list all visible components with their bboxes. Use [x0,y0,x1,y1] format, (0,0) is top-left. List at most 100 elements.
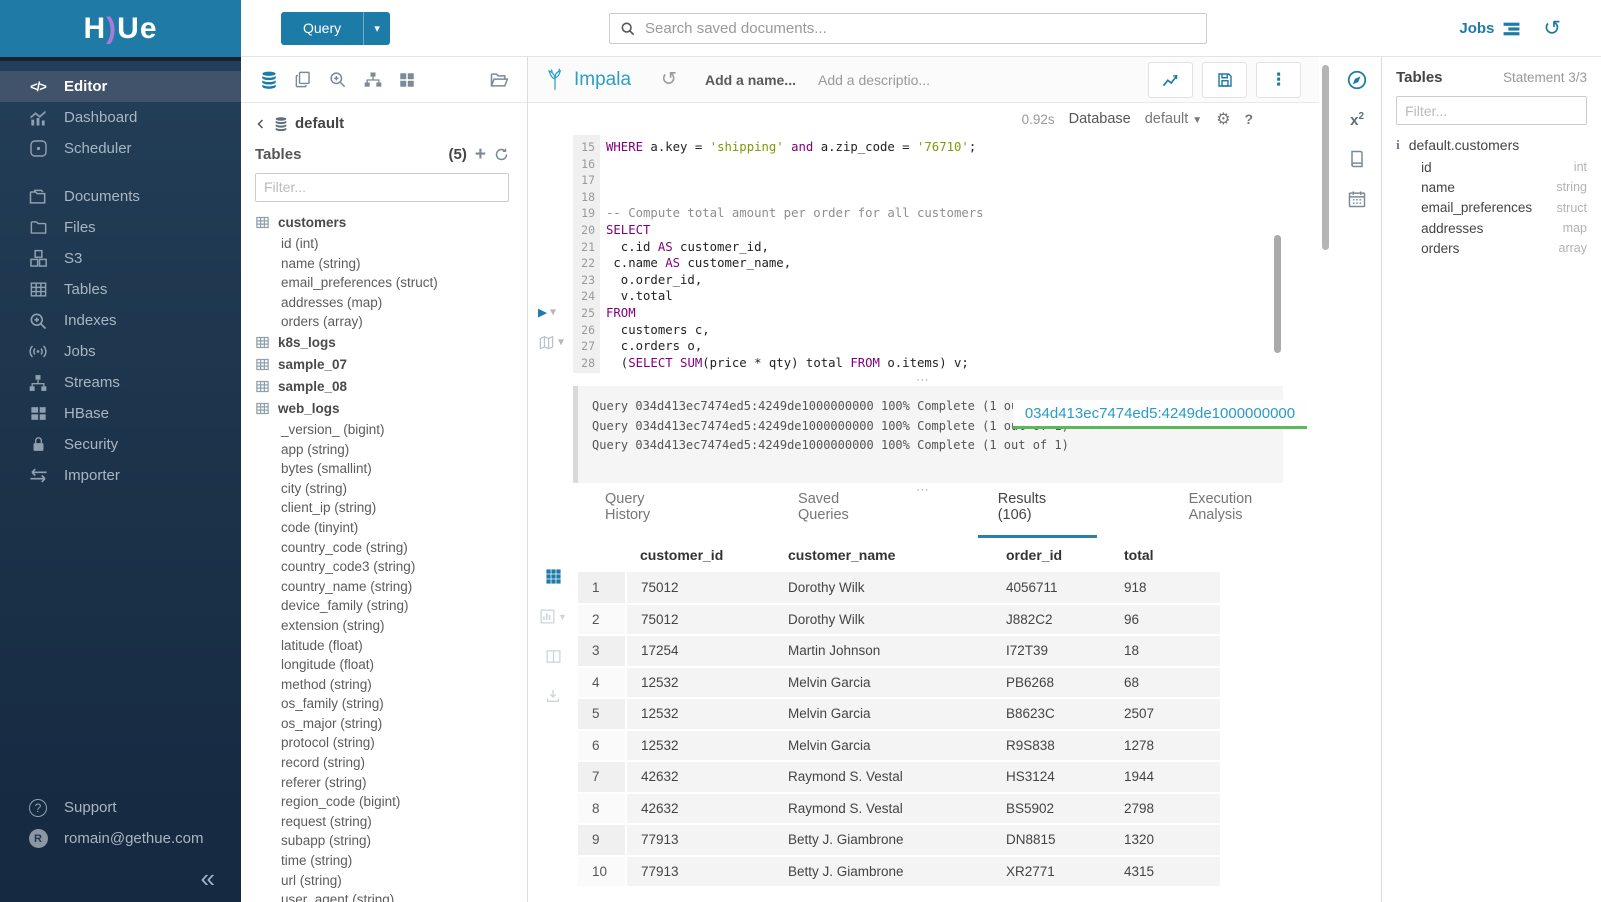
table-row[interactable]: 9 77913 Betty J. Giambrone DN8815 1320 [578,824,1220,857]
tab-execution-analysis[interactable]: Execution Analysis [1188,491,1253,523]
sidebar-item-hbase[interactable]: HBase [0,398,241,429]
download-icon[interactable] [545,688,561,704]
sidebar-collapse-button[interactable]: « [0,854,241,891]
tree-column[interactable]: subapp (string) [281,833,372,849]
query-id-badge[interactable]: 034d413ec7474ed5:4249de1000000000 [1012,400,1308,429]
sql-editor[interactable]: 15 WHERE a.key = 'shipping' and a.zip_cod… [528,135,1319,373]
editor-help-icon[interactable]: ? [1244,111,1254,127]
column-header-total[interactable]: total [1110,538,1220,572]
tree-column[interactable]: name (string) [281,255,361,271]
assist-search-plus-icon[interactable] [328,70,348,90]
assist-apps-icon[interactable] [398,71,416,89]
tree-column[interactable]: latitude (float) [281,637,363,653]
add-table-icon[interactable]: + [474,143,486,165]
sidebar-item-documents[interactable]: Documents [0,181,241,212]
tree-column[interactable]: longitude (float) [281,657,375,673]
schedule-calendar-icon[interactable] [1347,189,1367,209]
query-dropdown-caret[interactable]: ▾ [363,11,391,45]
sidebar-item-tables[interactable]: Tables [0,274,241,305]
more-actions-button[interactable]: ⋮ [1256,61,1302,98]
table-row[interactable]: 6 12532 Melvin Garcia R9S838 1278 [578,729,1220,762]
assist-documents-icon[interactable] [294,70,313,89]
query-history-icon[interactable]: ↺ [1543,17,1561,40]
settings-gear-icon[interactable]: ⚙ [1216,111,1231,128]
query-name-field[interactable]: Add a name... [704,71,796,88]
execute-button[interactable]: ▶ ▼ [538,303,564,321]
tab-query-history[interactable]: Query History [605,491,651,523]
tree-table-web_logs[interactable]: web_logs [255,398,509,420]
column-header-order_id[interactable]: order_id [992,538,1110,572]
schema-column-id[interactable]: id int [1396,157,1587,177]
tree-column[interactable]: app (string) [281,441,350,457]
tables-filter-input[interactable] [255,173,509,202]
resize-handle-bottom[interactable]: ⋯ [916,481,932,497]
query-description-field[interactable]: Add a descriptio... [817,71,931,88]
code-line[interactable]: 16 [573,156,1319,173]
sidebar-item-dashboard[interactable]: Dashboard [0,102,241,133]
resize-handle-top[interactable]: ⋯ [916,371,932,387]
sidebar-item-streams[interactable]: Streams [0,367,241,398]
code-line[interactable]: 21 c.id AS customer_id, [573,239,1319,256]
tree-column[interactable]: id (int) [281,236,319,251]
sidebar-item-editor[interactable]: </> Editor [0,71,241,102]
table-row[interactable]: 2 75012 Dorothy Wilk J882C2 96 [578,603,1220,636]
tab-results-106[interactable]: Results (106) [977,491,1097,538]
refresh-icon[interactable] [494,147,509,162]
assist-sitemap-icon[interactable] [363,70,383,90]
sidebar-item-indexes[interactable]: Indexes [0,305,241,336]
tree-column[interactable]: request (string) [281,813,372,829]
tree-column[interactable]: _version_ (bigint) [281,421,385,437]
quick-actions-compass-icon[interactable] [1346,69,1368,91]
search-input[interactable] [645,20,1196,37]
tree-column[interactable]: country_code (string) [281,539,408,555]
code-line[interactable]: 26 customers c, [573,322,1319,339]
back-chevron-icon[interactable] [255,117,267,131]
schema-column-addresses[interactable]: addresses map [1396,218,1587,238]
code-line[interactable]: 17 [573,172,1319,189]
assist-db-icon[interactable] [259,70,279,90]
tree-column[interactable]: email_preferences (struct) [281,275,438,291]
code-line[interactable]: 28 (SELECT SUM(price * qty) total FROM o… [573,355,1319,372]
save-button[interactable] [1202,61,1248,98]
tree-column[interactable]: time (string) [281,853,353,869]
tree-column[interactable]: region_code (bigint) [281,794,401,810]
jobs-link[interactable]: Jobs [1459,20,1521,37]
tree-column[interactable]: method (string) [281,676,372,692]
schema-column-name[interactable]: name string [1396,177,1587,197]
sidebar-item-s3[interactable]: S3 [0,243,241,274]
sidebar-item-security[interactable]: Security [0,429,241,460]
functions-icon[interactable]: x2 [1350,111,1365,129]
tree-column[interactable]: os_family (string) [281,696,384,712]
tree-column[interactable]: protocol (string) [281,735,375,751]
sidebar-item-jobs[interactable]: Jobs [0,336,241,367]
assist-folder-icon[interactable] [489,70,509,90]
table-row[interactable]: 8 42632 Raymond S. Vestal BS5902 2798 [578,792,1220,825]
tree-column[interactable]: code (tinyint) [281,519,359,535]
code-line[interactable]: 25 FROM [573,305,1319,322]
tree-table-customers[interactable]: customers [255,212,509,234]
new-query-button[interactable]: Query ▾ [281,11,391,45]
tree-column[interactable]: os_major (string) [281,715,383,731]
code-line[interactable]: 22 c.name AS customer_name, [573,255,1319,272]
tree-column[interactable]: country_code3 (string) [281,559,416,575]
tab-saved-queries[interactable]: Saved Queries [798,491,849,523]
chart-button[interactable] [1148,61,1194,98]
table-row[interactable]: 7 42632 Raymond S. Vestal HS3124 1944 [578,761,1220,794]
sidebar-item-importer[interactable]: Importer [0,460,241,491]
engine-selector[interactable]: Impala [546,68,631,92]
tree-column[interactable]: record (string) [281,755,366,771]
code-line[interactable]: 15 WHERE a.key = 'shipping' and a.zip_cod… [573,139,1319,156]
tree-column[interactable]: device_family (string) [281,598,409,614]
tree-column[interactable]: bytes (smallint) [281,461,372,477]
code-line[interactable]: 19 -- Compute total amount per order for … [573,205,1319,222]
schema-column-email_preferences[interactable]: email_preferences struct [1396,198,1587,218]
page-scrollbar[interactable] [1322,65,1330,250]
editor-scrollbar[interactable] [1274,235,1282,353]
sidebar-item-files[interactable]: Files [0,212,241,243]
restore-query-icon[interactable]: ↺ [661,69,677,90]
tree-column[interactable]: url (string) [281,872,342,888]
tree-column[interactable]: user_agent (string) [281,892,395,902]
current-database[interactable]: default [295,115,345,132]
tree-table-sample_08[interactable]: sample_08 [255,376,509,398]
tree-column[interactable]: country_name (string) [281,578,413,594]
